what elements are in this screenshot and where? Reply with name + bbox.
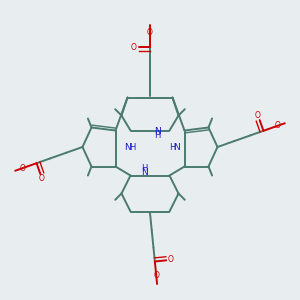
Text: O: O [131,43,137,52]
Text: H: H [141,164,147,173]
Text: N: N [124,143,131,152]
Text: O: O [147,28,153,37]
Text: O: O [168,255,174,264]
Text: N: N [154,127,161,136]
Text: O: O [153,272,159,280]
Text: H: H [129,143,135,152]
Text: O: O [39,174,45,183]
Text: H: H [154,131,161,140]
Text: O: O [274,122,280,130]
Text: O: O [20,164,26,172]
Text: O: O [255,111,261,120]
Text: N: N [174,143,180,152]
Text: H: H [169,143,176,152]
Text: N: N [141,168,147,177]
